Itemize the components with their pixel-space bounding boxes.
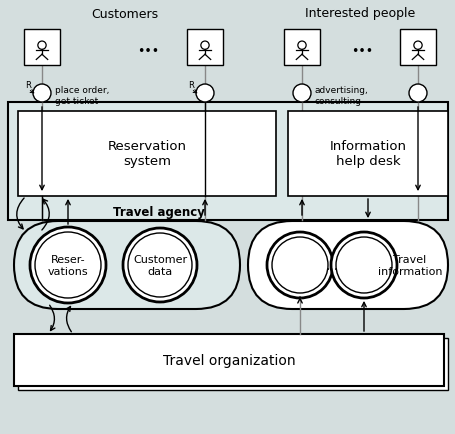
Text: Customers: Customers — [91, 7, 158, 20]
Bar — [288, 112, 447, 197]
Text: Travel
information: Travel information — [377, 255, 441, 276]
Circle shape — [35, 233, 101, 298]
Text: Travel agency: Travel agency — [113, 206, 204, 219]
Circle shape — [297, 42, 305, 50]
Bar — [187, 30, 222, 66]
Text: Interested people: Interested people — [304, 7, 414, 20]
Text: R: R — [25, 81, 31, 90]
Bar — [399, 30, 435, 66]
Circle shape — [293, 85, 310, 103]
Circle shape — [33, 85, 51, 103]
Text: Reser-
vations: Reser- vations — [48, 255, 88, 276]
Circle shape — [38, 42, 46, 50]
Circle shape — [30, 227, 106, 303]
Circle shape — [271, 237, 327, 293]
Circle shape — [200, 42, 209, 50]
Text: Customer
data: Customer data — [133, 255, 187, 276]
Bar — [18, 338, 447, 390]
Text: •••: ••• — [136, 46, 159, 58]
Text: advertising,
consulting: advertising, consulting — [314, 86, 368, 105]
Circle shape — [128, 233, 192, 297]
Circle shape — [267, 233, 332, 298]
Circle shape — [330, 233, 396, 298]
FancyBboxPatch shape — [248, 221, 447, 309]
Circle shape — [335, 237, 391, 293]
Text: place order,
get ticket: place order, get ticket — [55, 86, 109, 105]
Bar — [18, 112, 275, 197]
Text: Travel organization: Travel organization — [162, 353, 295, 367]
Circle shape — [123, 228, 197, 302]
Circle shape — [408, 85, 426, 103]
Bar — [24, 30, 60, 66]
Bar — [14, 334, 443, 386]
Circle shape — [196, 85, 213, 103]
Text: R: R — [187, 81, 193, 90]
Text: ...: ... — [325, 258, 338, 273]
Bar — [8, 103, 447, 220]
Circle shape — [413, 42, 421, 50]
Text: Reservation
system: Reservation system — [107, 140, 186, 168]
Text: •••: ••• — [350, 46, 372, 58]
FancyBboxPatch shape — [14, 221, 239, 309]
Text: Information
help desk: Information help desk — [329, 140, 405, 168]
Bar — [283, 30, 319, 66]
